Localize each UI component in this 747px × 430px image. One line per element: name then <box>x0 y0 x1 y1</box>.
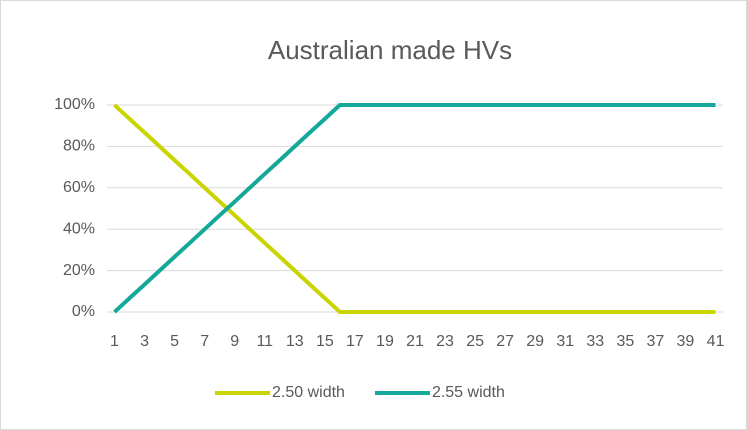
x-tick-label: 37 <box>646 333 664 350</box>
x-tick-label: 35 <box>616 333 634 350</box>
y-tick-label: 20% <box>63 262 95 279</box>
x-tick-label: 25 <box>466 333 484 350</box>
x-tick-label: 41 <box>707 333 725 350</box>
series-line <box>113 103 716 314</box>
chart-title: Australian made HVs <box>268 35 512 65</box>
x-tick-label: 15 <box>316 333 334 350</box>
legend-label: 2.55 width <box>432 384 505 401</box>
x-tick-label: 7 <box>200 333 209 350</box>
x-tick-label: 17 <box>346 333 364 350</box>
x-tick-label: 1 <box>110 333 119 350</box>
x-tick-label: 21 <box>406 333 424 350</box>
x-tick-label: 19 <box>376 333 394 350</box>
x-tick-label: 29 <box>526 333 544 350</box>
y-tick-label: 40% <box>63 220 95 237</box>
x-tick-label: 3 <box>140 333 149 350</box>
legend-label: 2.50 width <box>272 384 345 401</box>
y-tick-label: 0% <box>72 303 95 320</box>
x-tick-label: 23 <box>436 333 454 350</box>
x-tick-label: 9 <box>230 333 239 350</box>
x-tick-label: 11 <box>256 333 273 350</box>
y-tick-label: 100% <box>54 96 95 113</box>
series-line <box>113 103 716 314</box>
x-tick-label: 13 <box>286 333 304 350</box>
x-tick-label: 27 <box>496 333 514 350</box>
x-tick-label: 5 <box>170 333 179 350</box>
x-tick-label: 33 <box>586 333 604 350</box>
x-tick-label: 31 <box>556 333 574 350</box>
y-tick-label: 60% <box>63 179 95 196</box>
x-tick-label: 39 <box>677 333 695 350</box>
y-tick-label: 80% <box>63 138 95 155</box>
